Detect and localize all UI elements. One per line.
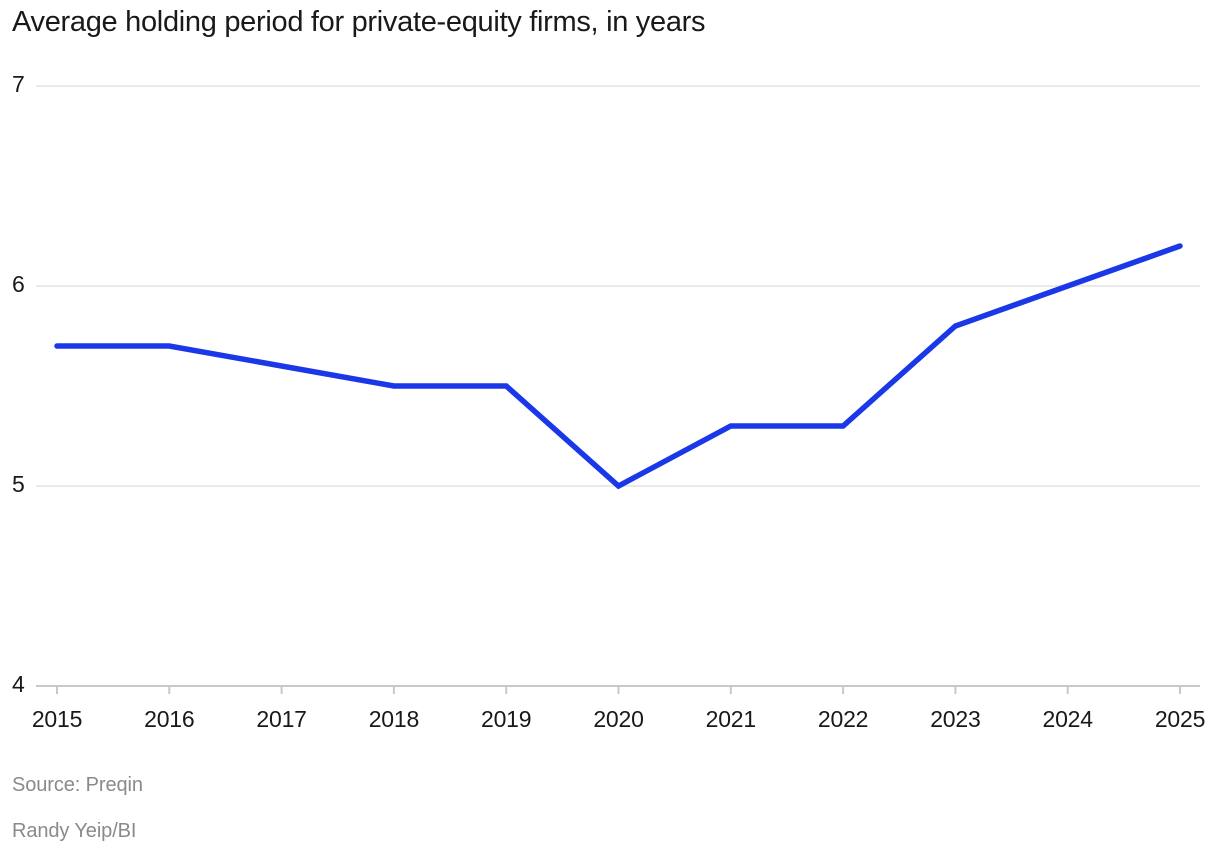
x-axis-label: 2020 <box>593 706 643 732</box>
x-axis-label: 2025 <box>1155 706 1205 732</box>
y-axis-label: 6 <box>12 271 25 297</box>
byline: Randy Yeip/BI <box>12 820 137 842</box>
y-axis-label: 7 <box>12 71 25 97</box>
x-axis-label: 2017 <box>256 706 306 732</box>
data-line <box>54 243 1183 490</box>
x-axis-label: 2015 <box>32 706 82 732</box>
x-axis-label: 2024 <box>1043 706 1094 732</box>
x-axis-label: 2023 <box>930 706 980 732</box>
chart-title: Average holding period for private-equit… <box>12 6 706 38</box>
y-axis-label: 4 <box>12 671 25 697</box>
x-axis-label: 2016 <box>144 706 194 732</box>
x-axis-label: 2019 <box>481 706 531 732</box>
x-axis-label: 2021 <box>706 706 756 732</box>
source-note: Source: Preqin <box>12 774 143 796</box>
y-axis-label: 5 <box>12 471 25 497</box>
x-axis-label: 2022 <box>818 706 868 732</box>
x-axis-label: 2018 <box>369 706 419 732</box>
